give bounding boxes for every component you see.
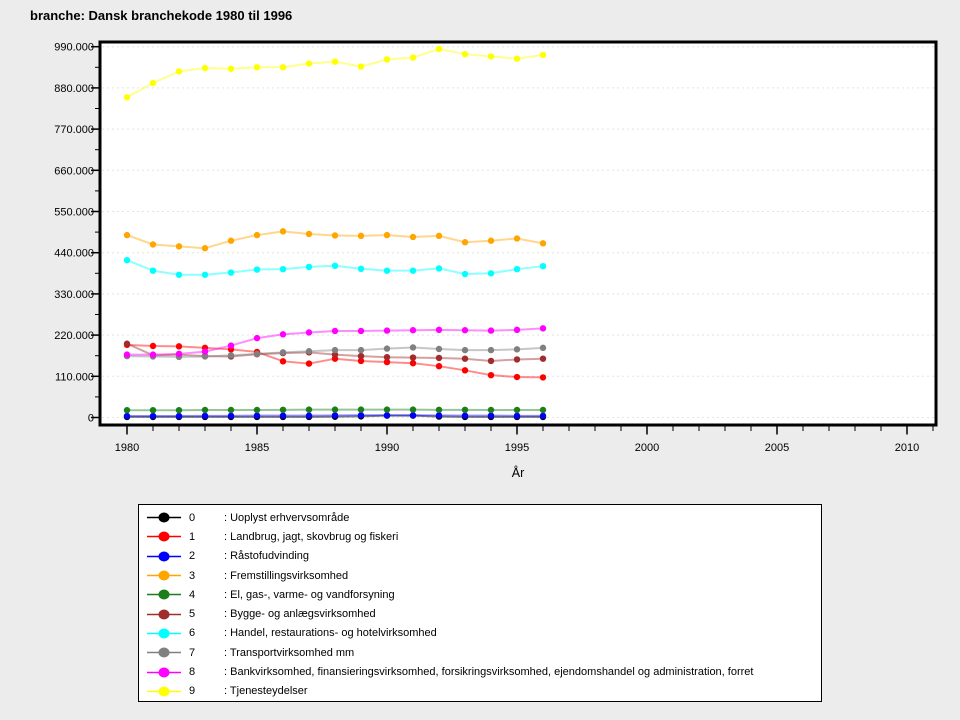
- series-3: [123, 228, 547, 252]
- x-axis-title: År: [512, 465, 525, 480]
- legend-series-marker-icon: [147, 647, 181, 658]
- legend-item-code: 8: [189, 666, 196, 679]
- legend-series-marker-icon: [147, 609, 181, 620]
- x-tick-label: 1990: [375, 442, 399, 454]
- legend-item-8: 8 : Bankvirksomhed, finansieringsvirksomh…: [139, 662, 821, 681]
- legend-item-label: : Landbrug, jagt, skovbrug og fiskeri: [224, 530, 399, 543]
- series-2: [123, 412, 547, 420]
- legend-item-0: 0 : Uoplyst erhvervsområde: [139, 508, 821, 527]
- x-tick-label: 1980: [115, 442, 139, 454]
- legend-series-marker-icon: [147, 589, 181, 600]
- legend-item-1: 1 : Landbrug, jagt, skovbrug og fiskeri: [139, 527, 821, 546]
- y-tick-label: 880.000: [54, 83, 94, 95]
- legend-series-marker-icon: [147, 570, 181, 581]
- y-axis: 0 110.000 220.000 330.000 440.000 550.000 660.…: [54, 42, 99, 425]
- y-tick-label: 0: [88, 413, 94, 425]
- legend-item-9: 9 : Tjenesteydelser: [139, 682, 821, 701]
- legend-item-label: : Bankvirksomhed, finansieringsvirksomhe…: [224, 666, 754, 679]
- y-tick-label: 770.000: [54, 124, 94, 136]
- line-chart-canvas: 0 110.000 220.000 330.000 440.000 550.000 660.…: [54, 40, 938, 480]
- y-tick-label: 110.000: [55, 371, 94, 383]
- legend-item-2: 2 : Råstofudvinding: [139, 547, 821, 566]
- x-axis: 1980 1985 1990 1995 2000 2005 2010 År: [115, 426, 934, 480]
- legend-item-code: 4: [189, 588, 196, 601]
- legend-series-marker-icon: [147, 512, 181, 523]
- x-tick-label: 2010: [895, 442, 919, 454]
- x-tick-label: 1985: [245, 442, 269, 454]
- y-tick-label: 330.000: [54, 289, 94, 301]
- x-tick-label: 2005: [765, 442, 789, 454]
- legend-series-marker-icon: [147, 628, 181, 639]
- legend-item-4: 4 : El, gas-, varme- og vandforsyning: [139, 585, 821, 604]
- legend-item-label: : El, gas-, varme- og vandforsyning: [224, 588, 395, 601]
- legend-item-label: : Uoplyst erhvervsområde: [224, 511, 350, 524]
- legend-item-label: : Handel, restaurations- og hotelvirksom…: [224, 627, 437, 640]
- legend-item-code: 6: [189, 627, 196, 640]
- legend-series-marker-icon: [147, 551, 181, 562]
- legend-item-label: : Fremstillingsvirksomhed: [224, 569, 349, 582]
- legend-item-code: 7: [189, 646, 196, 659]
- legend-item-7: 7 : Transportvirksomhed mm: [139, 643, 821, 662]
- series-9: [123, 45, 547, 101]
- legend-item-5: 5 : Bygge- og anlægsvirksomhed: [139, 604, 821, 623]
- legend-series-marker-icon: [147, 686, 181, 697]
- y-tick-label: 990.000: [54, 42, 94, 54]
- legend-item-6: 6 : Handel, restaurations- og hotelvirkso…: [139, 624, 821, 643]
- plot-frame: [98, 40, 938, 427]
- legend-item-label: : Transportvirksomhed mm: [224, 646, 355, 659]
- y-tick-label: 440.000: [54, 248, 94, 260]
- x-tick-label: 1995: [505, 442, 529, 454]
- legend-item-code: 5: [189, 608, 196, 621]
- legend-item-code: 1: [189, 530, 196, 543]
- legend-item-3: 3 : Fremstillingsvirksomhed: [139, 566, 821, 585]
- legend-item-label: : Råstofudvinding: [224, 550, 309, 563]
- series-6: [123, 256, 547, 278]
- legend-item-code: 2: [189, 550, 196, 563]
- chart-title: branche: Dansk branchekode 1980 til 1996: [30, 8, 293, 23]
- series-4: [123, 406, 547, 414]
- legend-item-code: 0: [189, 511, 196, 524]
- y-tick-label: 220.000: [54, 330, 94, 342]
- legend-item-label: : Tjenesteydelser: [224, 685, 308, 698]
- legend-item-code: 3: [189, 569, 196, 582]
- legend-series-marker-icon: [147, 667, 181, 678]
- x-tick-label: 2000: [635, 442, 659, 454]
- legend: 0 : Uoplyst erhvervsområde 1 : Landbrug, ja…: [138, 504, 822, 702]
- legend-series-marker-icon: [147, 531, 181, 542]
- legend-item-label: : Bygge- og anlægsvirksomhed: [224, 608, 376, 621]
- plot-area: [100, 42, 936, 425]
- y-tick-label: 550.000: [54, 207, 94, 219]
- series-8: [123, 325, 547, 358]
- y-tick-label: 660.000: [54, 165, 94, 177]
- legend-item-code: 9: [189, 685, 196, 698]
